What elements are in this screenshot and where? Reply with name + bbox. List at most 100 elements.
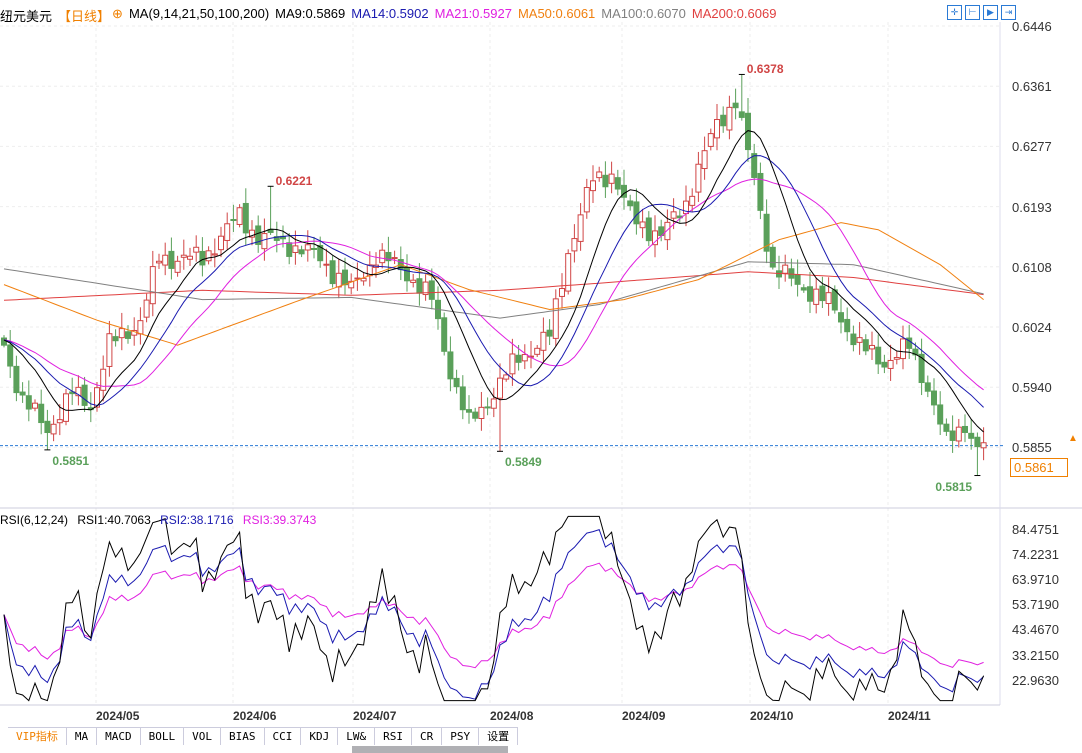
tab-settings[interactable]: 设置 <box>479 728 519 745</box>
candle <box>881 354 888 374</box>
add-icon[interactable]: ⊕ <box>112 6 123 21</box>
rsi-axis-label: 53.7190 <box>1012 597 1059 613</box>
zoom-range-icon[interactable]: ⊢ <box>965 5 980 20</box>
candle <box>534 345 541 357</box>
candle <box>552 289 559 347</box>
candle <box>627 194 634 211</box>
tab-lw[interactable]: LW& <box>338 728 376 745</box>
candle <box>602 161 609 198</box>
candle <box>800 284 807 293</box>
indicator-tabs: VIP指标 MA MACD BOLL VOL BIAS CCI KDJ LW& … <box>8 727 519 745</box>
candle <box>621 169 627 210</box>
candle <box>559 273 565 309</box>
ma200-value: MA200:0.6069 <box>691 6 777 21</box>
candle <box>87 392 94 423</box>
crosshair-icon[interactable]: ✛ <box>947 5 962 20</box>
candle <box>162 242 169 276</box>
tab-cr[interactable]: CR <box>412 728 443 745</box>
candle <box>397 246 404 281</box>
candle <box>168 237 175 280</box>
tab-rsi[interactable]: RSI <box>375 728 412 745</box>
low-annotation: 0.5849 <box>505 455 542 470</box>
rsi-indicator-label[interactable]: RSI(6,12,24) <box>0 513 69 527</box>
exit-icon[interactable]: ⇥ <box>1001 5 1016 20</box>
rsi-axis-label: 74.2231 <box>1012 547 1059 563</box>
candle <box>25 380 32 422</box>
rsi-axis-label: 63.9710 <box>1012 572 1059 588</box>
ma21-line <box>3 178 984 391</box>
candle <box>720 106 727 133</box>
candle <box>906 324 913 359</box>
rsi1-line <box>3 515 985 702</box>
price-axis-label: 0.5855 <box>1012 440 1052 456</box>
candle <box>714 104 720 151</box>
candle <box>540 317 547 363</box>
tab-psy[interactable]: PSY <box>442 728 480 745</box>
candle <box>137 307 144 345</box>
tab-cci[interactable]: CCI <box>265 728 302 745</box>
symbol-label: 纽元美元 <box>0 9 53 24</box>
candle <box>918 338 925 396</box>
tab-bias[interactable]: BIAS <box>221 728 265 745</box>
candle <box>410 274 417 288</box>
candle <box>490 387 497 418</box>
candle <box>32 399 38 412</box>
candle <box>974 432 981 476</box>
tab-vip[interactable]: VIP指标 <box>8 728 67 745</box>
candle <box>633 188 640 235</box>
candle <box>211 238 218 268</box>
candle <box>875 334 882 374</box>
tab-ma[interactable]: MA <box>67 728 98 745</box>
candle <box>577 203 584 251</box>
ma50-line <box>3 222 984 346</box>
candle <box>763 199 770 264</box>
ma50-value: MA50:0.6061 <box>517 6 596 21</box>
candle <box>323 248 330 277</box>
candle <box>224 212 231 250</box>
candle <box>546 319 553 345</box>
tab-vol[interactable]: VOL <box>184 728 221 745</box>
candle <box>255 215 262 253</box>
tab-kdj[interactable]: KDJ <box>301 728 339 745</box>
candle <box>726 95 733 140</box>
candle <box>360 272 367 286</box>
candle <box>825 277 832 316</box>
candle <box>478 391 485 431</box>
candle <box>472 407 479 422</box>
candle <box>298 245 305 258</box>
candle <box>125 325 131 344</box>
candle <box>695 151 702 202</box>
candle <box>683 185 689 227</box>
candle <box>118 312 125 351</box>
play-icon[interactable]: ▶ <box>983 5 998 20</box>
price-axis-label: 0.6193 <box>1012 199 1052 215</box>
candle <box>614 169 621 196</box>
candle <box>732 88 739 120</box>
period-label[interactable]: 【日线】 <box>58 9 111 24</box>
candle <box>441 312 448 356</box>
candle <box>869 331 875 361</box>
candle <box>652 215 658 258</box>
candle <box>776 255 782 290</box>
tab-boll[interactable]: BOLL <box>141 728 185 745</box>
current-price-tag: 0.5861 <box>1010 458 1068 477</box>
ma-indicator-label[interactable]: MA(9,14,21,50,100,200) <box>128 6 270 21</box>
chart-scrollbar[interactable] <box>352 746 508 753</box>
candle <box>267 186 274 235</box>
candle <box>900 325 906 370</box>
ma9-value: MA9:0.5869 <box>275 6 346 21</box>
candle <box>689 188 696 212</box>
price-axis-label: 0.6361 <box>1012 79 1052 95</box>
ma100-value: MA100:0.6070 <box>601 6 686 21</box>
scroll-up-icon[interactable]: ▲ <box>1068 433 1078 444</box>
chart-legend: 纽元美元 【日线】 ⊕ MA(9,14,21,50,100,200) MA9:0… <box>0 6 782 25</box>
candle <box>856 322 863 355</box>
candle <box>850 325 857 352</box>
candle <box>422 274 429 301</box>
tab-macd[interactable]: MACD <box>97 728 141 745</box>
candle <box>590 165 596 204</box>
candle <box>236 204 243 228</box>
candle <box>156 253 162 269</box>
rsi3-value: RSI3:39.3743 <box>242 513 317 527</box>
